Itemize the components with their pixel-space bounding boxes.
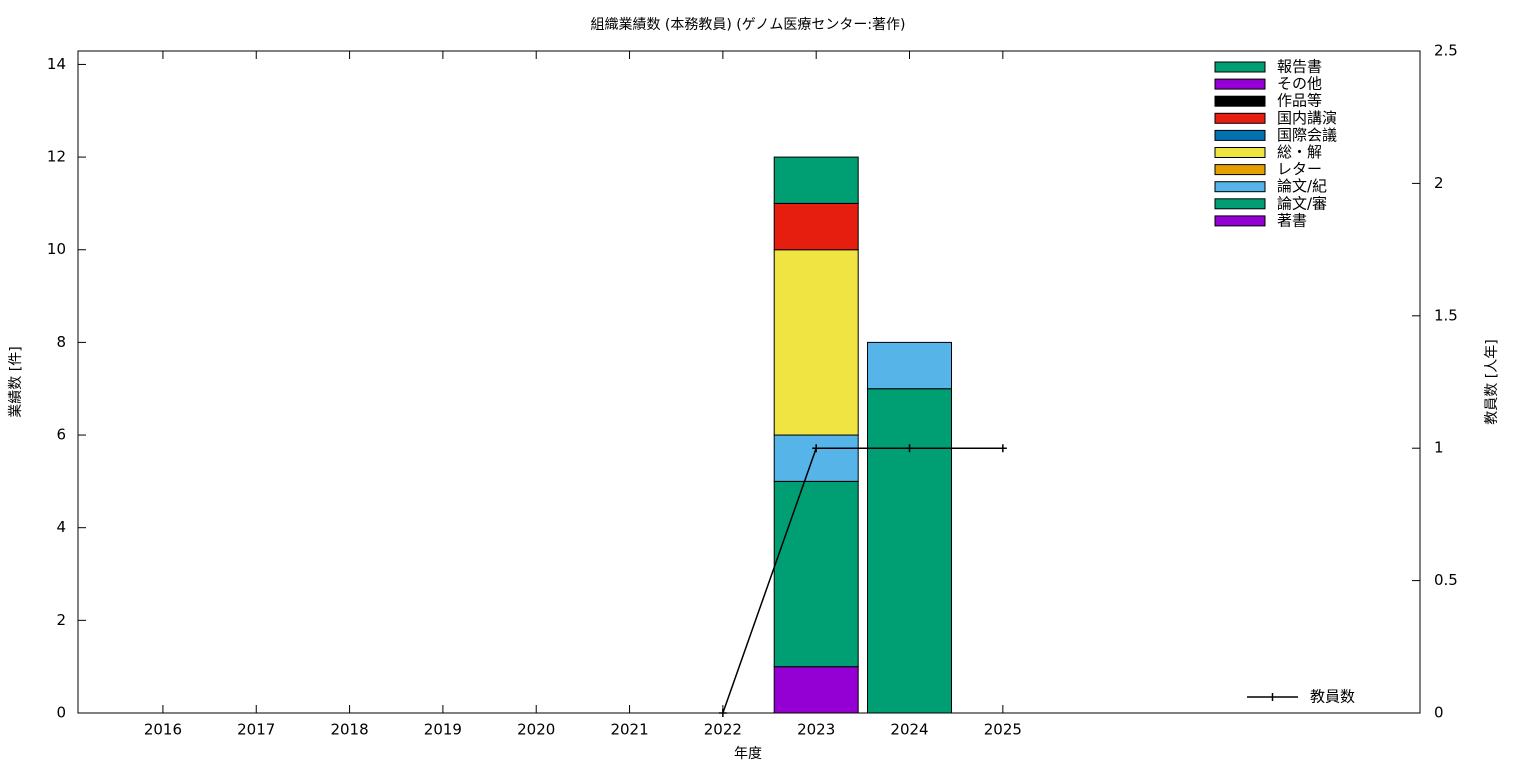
y-tick-label: 4 xyxy=(56,518,66,536)
plot-border xyxy=(77,50,1421,714)
legend-swatch xyxy=(1214,78,1266,90)
legend-label: 論文/紀 xyxy=(1277,177,1327,195)
legend-label: 教員数 xyxy=(1310,688,1355,706)
y2-tick-label: 2 xyxy=(1434,174,1444,192)
x-tick-label: 2017 xyxy=(237,721,275,739)
line xyxy=(722,447,1003,714)
legend-swatch xyxy=(1214,129,1266,141)
line-point xyxy=(998,444,1007,453)
y2-tick-label: 1 xyxy=(1434,439,1444,457)
y-tick-label: 0 xyxy=(56,704,66,722)
y-tick-label: 12 xyxy=(47,148,66,166)
legend-label: その他 xyxy=(1277,75,1322,93)
legend-swatch xyxy=(1214,147,1266,158)
bar xyxy=(867,341,953,390)
legend-label: 著書 xyxy=(1277,211,1307,229)
y2-axis-label: 教員数 [人年] xyxy=(1484,339,1500,424)
x-tick-label: 2025 xyxy=(984,721,1022,739)
legend-swatch xyxy=(1214,164,1266,176)
line-point xyxy=(812,444,821,453)
y-tick-label: 14 xyxy=(47,55,66,73)
y-tick-label: 6 xyxy=(56,426,66,444)
legend-swatch xyxy=(1214,112,1266,124)
x-axis-label: 年度 xyxy=(734,746,762,762)
bar xyxy=(773,666,859,714)
y-tick-label: 8 xyxy=(56,333,66,351)
y2-tick-label: 2.5 xyxy=(1434,42,1458,60)
legend-label: 作品等 xyxy=(1277,92,1322,110)
x-tick-label: 2018 xyxy=(330,721,368,739)
bar xyxy=(773,434,859,482)
x-tick-label: 2024 xyxy=(890,721,928,739)
y2-tick-label: 0.5 xyxy=(1434,571,1458,589)
bar xyxy=(773,156,859,204)
x-tick-label: 2016 xyxy=(144,721,182,739)
x-tick-label: 2019 xyxy=(424,721,462,739)
legend-label: 総・解 xyxy=(1277,143,1322,161)
x-tick-label: 2023 xyxy=(797,721,835,739)
legend-swatch xyxy=(1214,198,1266,210)
y2-tick-label: 0 xyxy=(1434,704,1444,722)
bar xyxy=(773,202,859,251)
bar xyxy=(773,249,859,436)
legend-swatch xyxy=(1214,61,1266,73)
line-point xyxy=(905,444,914,453)
legend-swatch xyxy=(1214,95,1266,107)
x-tick-label: 2022 xyxy=(704,721,742,739)
legend-label: レター xyxy=(1277,160,1322,178)
x-tick-label: 2021 xyxy=(610,721,648,739)
legend-label: 論文/審 xyxy=(1277,194,1327,212)
y-tick-label: 10 xyxy=(47,240,66,258)
y2-tick-label: 1.5 xyxy=(1434,306,1458,324)
legend-swatch xyxy=(1214,215,1266,227)
x-tick-label: 2020 xyxy=(517,721,555,739)
legend-swatch xyxy=(1214,181,1266,193)
legend-label: 国際会議 xyxy=(1277,126,1337,144)
y-axis-label: 業績数 [件] xyxy=(8,346,24,417)
chart-title: 組織業績数 (本務教員) (ゲノム医療センター:著作) xyxy=(590,16,905,33)
bar xyxy=(773,480,859,668)
legend-label: 国内講演 xyxy=(1277,109,1337,127)
legend-label: 報告書 xyxy=(1277,58,1322,76)
bar xyxy=(867,388,953,714)
y-tick-label: 2 xyxy=(56,611,66,629)
